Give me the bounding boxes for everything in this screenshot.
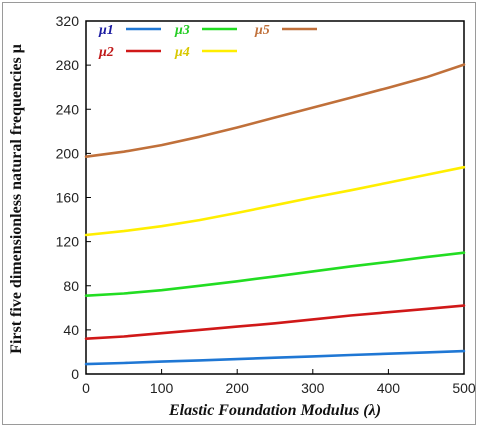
y-tick-label: 280 [56,57,80,73]
y-tick-label: 200 [56,145,80,161]
x-tick-label: 100 [150,380,174,396]
y-tick-label: 120 [56,234,80,250]
y-tick-label: 40 [63,322,79,338]
series-lines [84,63,466,366]
legend-label-mu1: μ1 [98,23,114,38]
series-line-mu3 [84,251,466,298]
legend: μ1 μ3 μ5 μ2 μ4 [98,23,317,60]
y-tick-label: 320 [56,13,80,29]
series-line-mu5 [84,63,466,158]
legend-label-mu5: μ5 [254,23,270,38]
x-tick-label: 200 [226,380,250,396]
y-axis-label: First five dimensionless natural frequen… [8,44,25,354]
x-tick-label: 300 [301,380,325,396]
legend-label-mu2: μ2 [98,45,114,60]
legend-label-mu4: μ4 [174,45,190,60]
y-tick-label: 80 [63,278,79,294]
y-axis-ticks: 0 40 80 120 160 200 240 280 320 [56,13,91,382]
y-tick-label: 160 [56,190,80,206]
legend-label-mu3: μ3 [174,23,190,38]
x-tick-label: 0 [82,380,90,396]
series-line-mu1 [84,349,466,366]
x-tick-label: 400 [377,380,401,396]
y-tick-label: 0 [71,366,79,382]
x-tick-label: 500 [452,380,476,396]
x-axis-label: Elastic Foundation Modulus (λ) [168,402,381,419]
chart-plot: 0 100 200 300 400 500 0 40 80 120 160 200 240 280 320… [8,13,476,419]
y-tick-label: 240 [56,101,80,117]
x-axis-ticks: 0 100 200 300 400 500 [82,369,476,396]
chart-frame: 0 100 200 300 400 500 0 40 80 120 160 200 240 280 320… [2,2,476,425]
plot-area-border [85,20,465,375]
series-line-mu4 [84,165,466,237]
series-line-mu2 [84,304,466,341]
